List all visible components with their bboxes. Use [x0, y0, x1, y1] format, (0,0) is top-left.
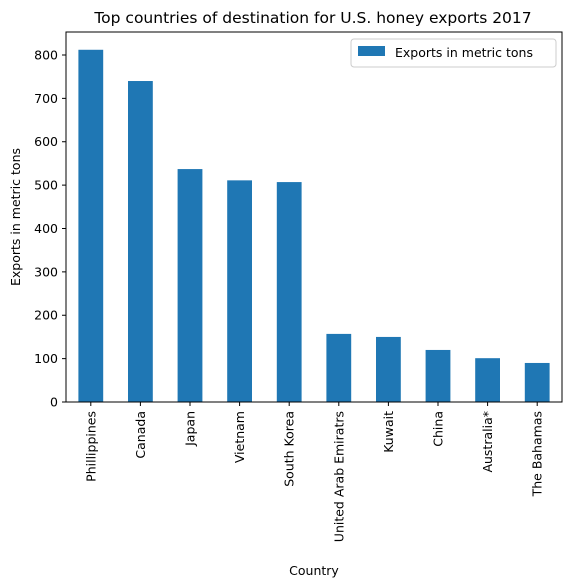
- y-tick-label-3: 300: [34, 264, 58, 279]
- x-tick-label-6: Kuwait: [381, 411, 396, 453]
- bar-4: [276, 182, 302, 402]
- y-tick-label-8: 800: [34, 47, 58, 62]
- legend: Exports in metric tons: [350, 38, 557, 68]
- plot-frame: [65, 31, 563, 403]
- y-tick-label-4: 400: [34, 221, 58, 236]
- x-axis: Phillippines Canada Japan Vietnam South Kore…: [83, 402, 545, 542]
- x-tick-label-3: Vietnam: [232, 411, 247, 463]
- x-tick-label-7: China: [431, 411, 446, 447]
- x-tick-label-2: Japan: [183, 411, 198, 447]
- x-tick-label-9: The Bahamas: [530, 411, 545, 497]
- x-tick-label-0: Phillippines: [83, 411, 98, 482]
- y-tick-label-7: 700: [34, 91, 58, 106]
- bar-1: [128, 81, 153, 403]
- x-tick-label-5: United Arab Emiratrs: [331, 411, 346, 542]
- y-axis: 0 100 200 300 400 500 600 700 800: [34, 47, 66, 410]
- bar-9: [524, 362, 550, 402]
- legend-box: [350, 38, 557, 68]
- y-tick-label-0: 0: [50, 395, 58, 410]
- y-tick-label-6: 600: [34, 134, 58, 149]
- x-tick-label-1: Canada: [133, 411, 148, 459]
- bar-2: [177, 169, 203, 402]
- bar-7: [425, 349, 451, 402]
- x-tick-label-8: Australia*: [480, 411, 495, 473]
- chart-title: Top countries of destination for U.S. ho…: [93, 9, 531, 27]
- legend-swatch: [358, 46, 385, 56]
- x-tick-label-4: South Korea: [282, 411, 297, 487]
- y-tick-label-5: 500: [34, 178, 58, 193]
- bar-6: [376, 336, 401, 402]
- bar-8: [475, 358, 500, 402]
- y-tick-label-2: 200: [34, 308, 58, 323]
- bar-0: [78, 49, 104, 402]
- y-tick-label-1: 100: [34, 351, 58, 366]
- bars-group: [78, 49, 550, 403]
- legend-entry-exports: Exports in metric tons: [395, 45, 533, 60]
- y-axis-label: Exports in metric tons: [8, 148, 23, 286]
- x-axis-label: Country: [289, 563, 339, 578]
- bar-5: [326, 333, 352, 402]
- bar-3: [227, 180, 252, 402]
